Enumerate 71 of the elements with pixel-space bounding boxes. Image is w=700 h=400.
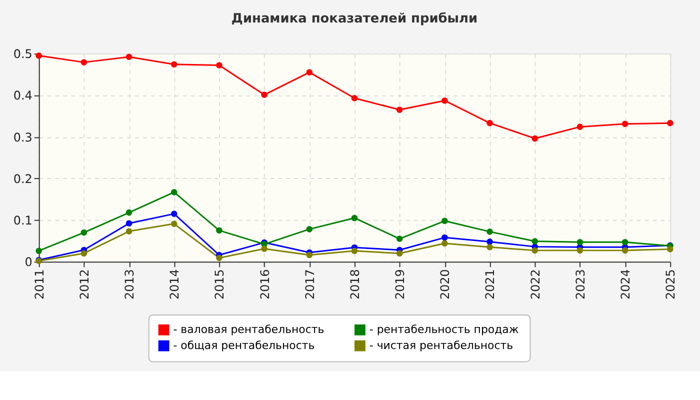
point <box>170 220 178 227</box>
point <box>396 236 403 242</box>
y-tick-label: 0.5 <box>13 47 32 62</box>
point <box>486 238 493 245</box>
point <box>261 246 268 252</box>
point <box>666 120 674 126</box>
point <box>576 247 584 254</box>
x-tick-label: 2018 <box>348 269 362 300</box>
point <box>306 69 313 76</box>
x-tick-label: 2012 <box>77 269 92 300</box>
point <box>170 189 178 196</box>
x-tick-label: 2024 <box>618 269 633 300</box>
point <box>126 228 132 234</box>
legend-label: - общая рентабельность <box>173 338 315 352</box>
y-tick-label: 0 <box>24 255 32 270</box>
point <box>306 252 313 258</box>
point <box>532 238 538 244</box>
x-tick-label: 2015 <box>212 269 227 300</box>
x-tick-label: 2013 <box>122 269 136 300</box>
x-tick-label: 2014 <box>168 269 182 300</box>
point <box>170 210 178 217</box>
point <box>532 247 538 254</box>
point <box>216 62 222 68</box>
y-tick-label: 0.4 <box>13 88 32 103</box>
x-tick-label: 2019 <box>393 269 408 300</box>
y-tick-label: 0.1 <box>13 214 32 228</box>
point <box>126 220 132 227</box>
point <box>442 97 448 104</box>
point <box>622 120 628 128</box>
point <box>351 94 358 102</box>
point <box>442 218 448 224</box>
x-tick-label: 2020 <box>438 269 452 300</box>
legend-label: - рентабельность продаж <box>369 322 519 336</box>
point <box>532 135 538 142</box>
x-tick-label: 2025 <box>664 269 678 300</box>
point <box>306 226 313 232</box>
point <box>666 246 674 252</box>
legend-label: - чистая рентабельность <box>369 338 514 352</box>
point <box>351 248 358 254</box>
point <box>486 228 493 235</box>
x-tick-label: 2022 <box>528 269 542 300</box>
point <box>261 92 268 98</box>
point <box>216 227 222 234</box>
point <box>442 240 448 246</box>
point <box>396 250 403 256</box>
point <box>126 209 132 216</box>
x-tick-label: 2023 <box>573 269 588 300</box>
y-tick-label: 0.2 <box>13 172 32 186</box>
point <box>80 250 88 256</box>
point <box>622 247 628 254</box>
point <box>486 120 493 126</box>
point <box>442 234 448 241</box>
x-tick-label: 2017 <box>302 269 317 300</box>
point <box>80 229 88 236</box>
x-tick-label: 2016 <box>258 269 272 300</box>
point <box>170 61 178 68</box>
point <box>486 244 493 250</box>
point <box>576 238 584 246</box>
chart-title: Динамика показателей прибыли <box>231 12 478 27</box>
x-tick-label: 2011 <box>32 269 46 300</box>
y-tick-label: 0.3 <box>13 130 32 144</box>
point <box>396 106 403 113</box>
point <box>216 254 222 262</box>
point <box>622 238 628 246</box>
point <box>576 124 584 130</box>
point <box>36 248 42 254</box>
x-tick-label: 2021 <box>483 269 498 300</box>
point <box>351 214 358 222</box>
point <box>126 54 132 60</box>
point <box>80 59 88 66</box>
legend-label: - валовая рентабельность <box>173 322 324 336</box>
